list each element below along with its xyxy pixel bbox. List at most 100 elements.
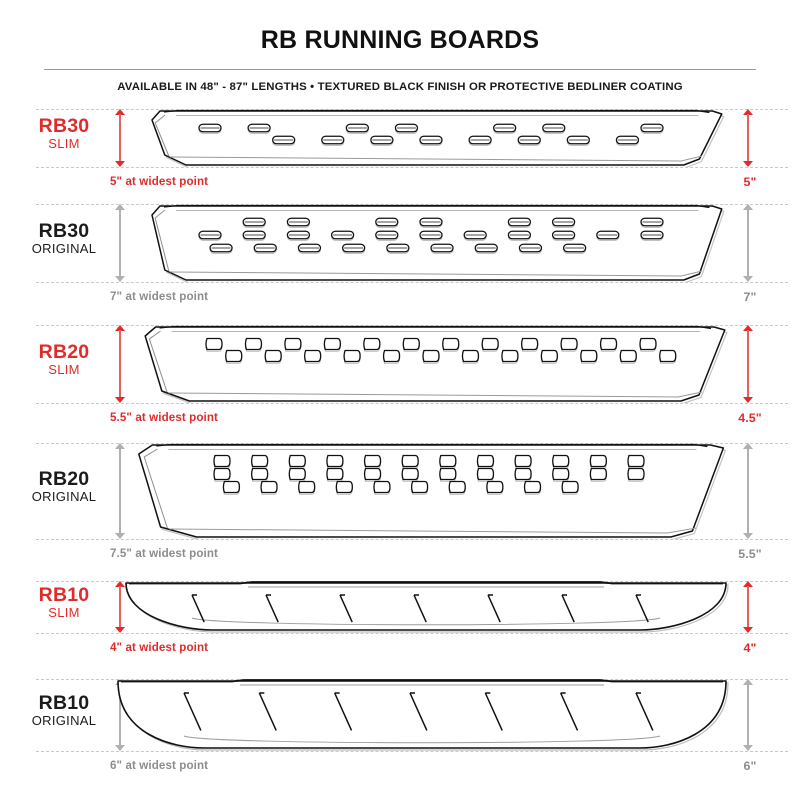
- product-row: RB10 ORIGINAL 6" at widest point 6": [0, 109, 800, 773]
- arrow-shaft: [747, 448, 749, 534]
- product-variant: SLIM: [48, 362, 80, 378]
- product-variant: ORIGINAL: [31, 713, 97, 729]
- arrowhead-down: [743, 161, 753, 167]
- arrowhead-up: [115, 443, 125, 449]
- arrowhead-down: [743, 533, 753, 539]
- product-variant: SLIM: [48, 605, 80, 621]
- arrowhead-up: [743, 325, 753, 331]
- arrowhead-down: [743, 627, 753, 633]
- arrowhead-down: [115, 276, 125, 282]
- dimension-arrow-left: [114, 109, 126, 167]
- product-variant: ORIGINAL: [31, 489, 97, 505]
- product-rows: RB30 SLIM 5" at widest point 5" RB30 ORIGINAL…: [0, 109, 800, 773]
- product-variant: SLIM: [48, 136, 80, 152]
- width-caption: 6" at widest point: [110, 759, 209, 772]
- arrowhead-up: [743, 443, 753, 449]
- product-label-rb30-original: RB30 ORIGINAL: [14, 221, 114, 258]
- height-value: 6": [743, 759, 757, 773]
- dimension-arrow-right: [742, 679, 754, 751]
- arrowhead-up: [115, 109, 125, 115]
- board-illustration-rb10-slim: [120, 581, 732, 633]
- board-illustration-rb20-slim: [140, 325, 732, 403]
- guide-line-bottom: [36, 167, 788, 168]
- guide-line-bottom: [36, 403, 788, 404]
- arrowhead-up: [115, 204, 125, 210]
- arrowhead-down: [115, 397, 125, 403]
- width-caption: 5.5" at widest point: [110, 411, 218, 424]
- width-caption: 7.5" at widest point: [110, 547, 218, 560]
- product-label-rb10-slim: RB10 SLIM: [14, 585, 114, 622]
- product-label-rb20-original: RB20 ORIGINAL: [14, 469, 114, 506]
- height-value: 5": [743, 175, 757, 189]
- product-model: RB20: [38, 341, 90, 363]
- height-value: 7": [743, 290, 757, 304]
- board-illustration-rb20-original: [132, 443, 732, 539]
- product-model: RB30: [38, 220, 90, 242]
- arrowhead-up: [743, 581, 753, 587]
- page-subtitle: AVAILABLE IN 48" - 87" LENGTHS • TEXTURE…: [117, 81, 683, 93]
- guide-line-top: [36, 109, 788, 110]
- product-row: RB10 SLIM 4" at widest point 4": [0, 109, 800, 769]
- width-caption: 7" at widest point: [110, 290, 209, 303]
- guide-line-top: [36, 679, 788, 680]
- product-model: RB10: [38, 584, 90, 606]
- dimension-arrow-right: [742, 109, 754, 167]
- product-label-rb20-slim: RB20 SLIM: [14, 342, 114, 379]
- arrowhead-up: [115, 325, 125, 331]
- guide-line-top: [36, 325, 788, 326]
- guide-line-top: [36, 443, 788, 444]
- arrow-shaft: [119, 114, 121, 162]
- arrowhead-up: [743, 204, 753, 210]
- product-row: RB30 SLIM 5" at widest point 5": [0, 109, 800, 769]
- board-illustration-rb10-original: [112, 679, 732, 751]
- arrowhead-up: [115, 581, 125, 587]
- guide-line-bottom: [36, 282, 788, 283]
- arrow-shaft: [747, 209, 749, 277]
- arrowhead-down: [743, 276, 753, 282]
- product-row: RB20 SLIM 5.5" at widest point 4.5": [0, 109, 800, 769]
- product-model: RB20: [38, 468, 90, 490]
- product-variant: ORIGINAL: [31, 241, 97, 257]
- arrowhead-up: [743, 679, 753, 685]
- height-value: 4.5": [738, 411, 762, 425]
- arrow-shaft: [747, 330, 749, 398]
- arrowhead-down: [115, 161, 125, 167]
- product-label-rb10-original: RB10 ORIGINAL: [14, 693, 114, 730]
- board-illustration-rb30-original: [148, 204, 728, 282]
- dimension-arrow-left: [114, 204, 126, 282]
- arrow-shaft: [119, 448, 121, 534]
- width-caption: 5" at widest point: [110, 175, 209, 188]
- arrow-shaft: [747, 586, 749, 628]
- guide-line-bottom: [36, 751, 788, 752]
- board-illustration-rb30-slim: [148, 109, 728, 167]
- arrow-shaft: [747, 114, 749, 162]
- product-label-rb30-slim: RB30 SLIM: [14, 116, 114, 153]
- guide-line-top: [36, 581, 788, 582]
- product-row: RB30 ORIGINAL 7" at widest point 7": [0, 109, 800, 769]
- product-model: RB30: [38, 115, 90, 137]
- arrow-shaft: [119, 586, 121, 628]
- dimension-arrow-left: [114, 581, 126, 633]
- arrowhead-down: [115, 627, 125, 633]
- guide-line-top: [36, 204, 788, 205]
- dimension-arrow-right: [742, 325, 754, 403]
- height-value: 5.5": [738, 547, 762, 561]
- dimension-arrow-right: [742, 204, 754, 282]
- guide-line-bottom: [36, 633, 788, 634]
- product-model: RB10: [38, 692, 90, 714]
- dimension-arrow-left: [114, 679, 126, 751]
- product-row: RB20 ORIGINAL 7.5" at widest point 5.5": [0, 109, 800, 769]
- arrowhead-down: [115, 745, 125, 751]
- dimension-arrow-right: [742, 443, 754, 539]
- arrowhead-down: [743, 745, 753, 751]
- arrow-shaft: [747, 684, 749, 746]
- dimension-arrow-left: [114, 443, 126, 539]
- arrowhead-up: [743, 109, 753, 115]
- width-caption: 4" at widest point: [110, 641, 209, 654]
- arrowhead-down: [743, 397, 753, 403]
- arrow-shaft: [119, 209, 121, 277]
- dimension-arrow-right: [742, 581, 754, 633]
- guide-line-bottom: [36, 539, 788, 540]
- arrow-shaft: [119, 684, 121, 746]
